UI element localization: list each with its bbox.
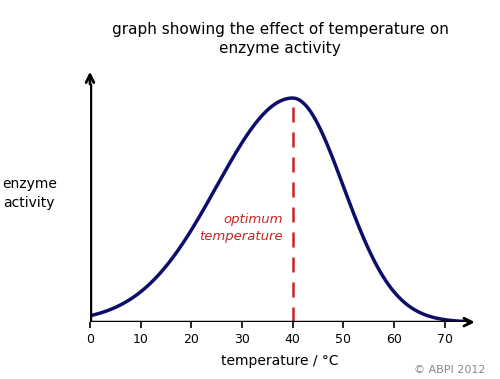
Text: optimum
temperature: optimum temperature [199,213,282,243]
Text: enzyme
activity: enzyme activity [2,177,56,210]
Title: graph showing the effect of temperature on
enzyme activity: graph showing the effect of temperature … [112,22,448,56]
X-axis label: temperature / °C: temperature / °C [221,354,339,368]
Text: © ABPI 2012: © ABPI 2012 [414,365,485,375]
